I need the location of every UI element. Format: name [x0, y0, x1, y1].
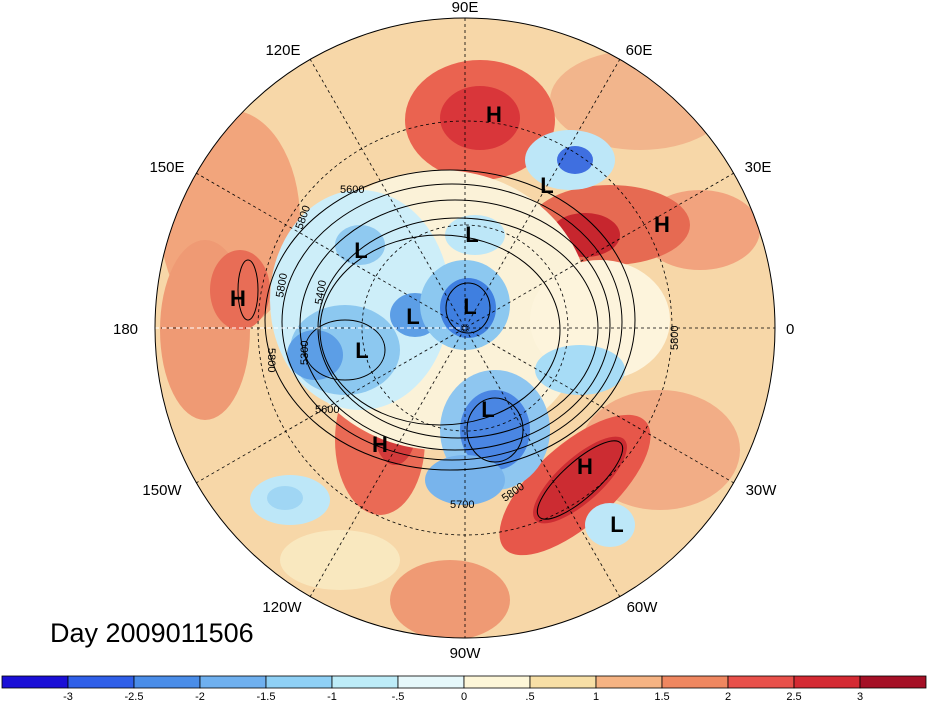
low-marker: L [354, 238, 367, 263]
low-marker: L [463, 294, 476, 319]
colorbar-box [67, 675, 135, 689]
high-marker: H [654, 212, 670, 237]
colorbar-label: -.5 [392, 691, 405, 702]
contour-label: 5800 [669, 326, 681, 350]
height-contours [237, 169, 636, 520]
contour-label: 5400 [313, 279, 329, 305]
colorbar-box [529, 675, 597, 689]
colorbar-box [859, 675, 927, 689]
polar-map [154, 17, 776, 639]
high-marker: H [372, 432, 388, 457]
low-marker: L [465, 222, 478, 247]
colorbar-labels: -3 -2.5 -2 -1.5 -1 -.5 0 .5 1 1.5 2 2.5 3 [63, 691, 863, 702]
low-marker: L [355, 338, 368, 363]
colorbar-box [661, 675, 729, 689]
pressure-systems: H L H L L H L L L L H H L [230, 102, 670, 537]
longitude-labels: 90E 90W 180 0 120E 150E 60E 30E 150W 120… [113, 0, 794, 662]
colorbar-box [793, 675, 861, 689]
anomaly-field [160, 50, 760, 638]
colorbar-box [727, 675, 795, 689]
high-marker: H [230, 286, 246, 311]
contour-label: 5800 [274, 272, 290, 298]
lon-label-180: 180 [113, 321, 138, 338]
lon-label-120w: 120W [262, 599, 302, 616]
low-marker: L [406, 304, 419, 329]
lon-label-90e: 90E [452, 0, 479, 16]
lon-label-30w: 30W [746, 482, 778, 499]
low-marker: L [610, 512, 623, 537]
high-marker: H [486, 102, 502, 127]
colorbar-box [265, 675, 333, 689]
map-border [154, 17, 776, 639]
lon-label-60e: 60E [626, 42, 653, 59]
colorbar-label: -2.5 [125, 691, 144, 702]
colorbar-box [1, 675, 69, 689]
contour-label: 5600 [340, 184, 364, 196]
colorbar-box [397, 675, 465, 689]
colorbar-label: 3 [857, 691, 863, 702]
colorbar-label: 1 [593, 691, 599, 702]
lon-label-150e: 150E [149, 159, 184, 176]
contour-label: 5600 [315, 404, 339, 416]
colorbar-label: -2 [195, 691, 205, 702]
colorbar-box [595, 675, 663, 689]
colorbar-label: -3 [63, 691, 73, 702]
map-title: Day 2009011506 [50, 618, 254, 648]
low-marker: L [481, 397, 494, 422]
colorbar-label: .5 [525, 691, 534, 702]
colorbar-label: 1.5 [654, 691, 669, 702]
colorbar-box [331, 675, 399, 689]
colorbar-box [133, 675, 201, 689]
colorbar-label: 0 [461, 691, 467, 702]
colorbar: -3 -2.5 -2 -1.5 -1 -.5 0 .5 1 1.5 2 2.5 3 [1, 675, 927, 702]
high-marker: H [577, 454, 593, 479]
colorbar-boxes [1, 675, 927, 689]
lon-label-30e: 30E [745, 159, 772, 176]
colorbar-label: 2 [725, 691, 731, 702]
contour-label: 5300 [299, 341, 311, 365]
lon-label-60w: 60W [627, 599, 659, 616]
colorbar-label: 2.5 [786, 691, 801, 702]
colorbar-box [199, 675, 267, 689]
contour-label: 5700 [450, 499, 474, 511]
contour-label: 5800 [265, 348, 277, 372]
low-marker: L [540, 173, 553, 198]
lon-label-0: 0 [786, 321, 794, 338]
graticule [155, 18, 775, 638]
lon-label-150w: 150W [142, 482, 182, 499]
lon-label-120e: 120E [265, 42, 300, 59]
colorbar-box [463, 675, 531, 689]
colorbar-label: -1 [327, 691, 337, 702]
lon-label-90w: 90W [450, 645, 482, 662]
colorbar-label: -1.5 [257, 691, 276, 702]
